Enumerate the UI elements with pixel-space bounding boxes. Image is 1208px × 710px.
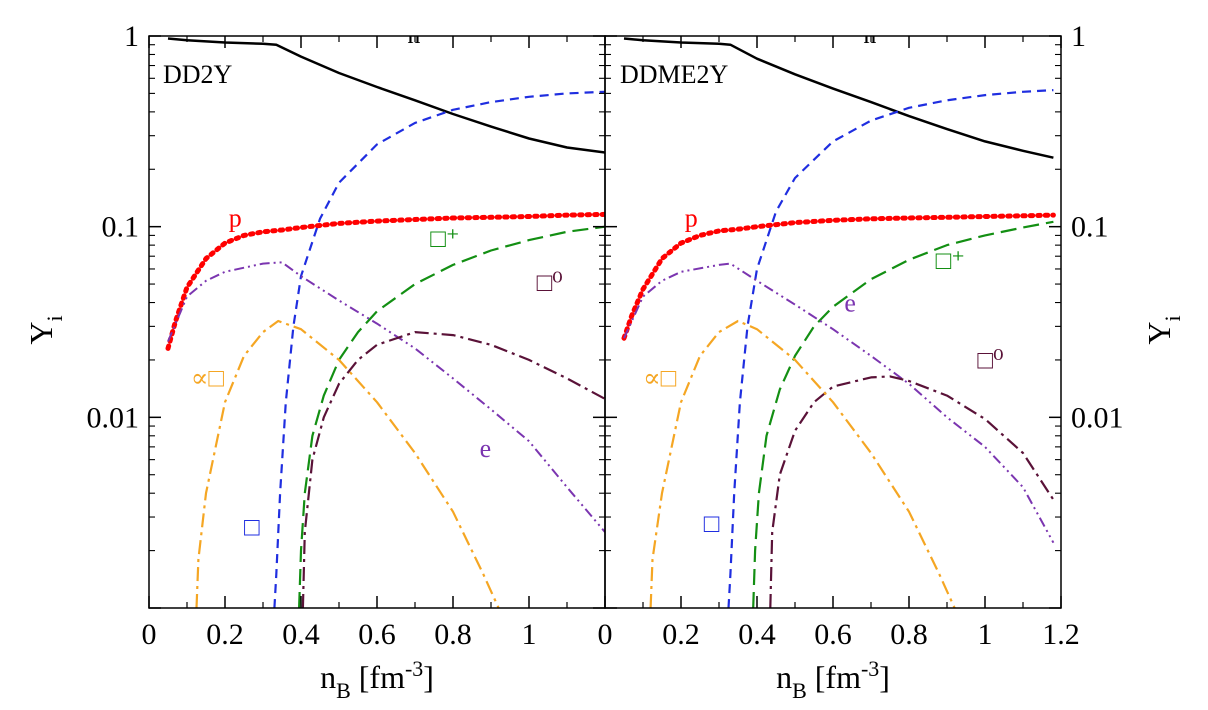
series-mu-label: ∝□ — [643, 364, 677, 393]
x-tick-label: 0.4 — [738, 618, 776, 651]
series-xi0-curve — [769, 375, 1055, 608]
series-lambda-curve — [273, 90, 605, 608]
x-tick-label: 0.8 — [890, 618, 928, 651]
x-tick-label: 0 — [142, 618, 157, 651]
y-label-sub: i — [42, 315, 67, 321]
series-sigma+-label: □⁺ — [430, 224, 459, 253]
series-sigma+-curve — [752, 220, 1054, 608]
panel-right-series: n □ p □⁺ e □⁰ ∝□ — [621, 20, 1056, 608]
x-label-close: ] — [423, 659, 434, 695]
panel-left: n □ p □⁺ e □⁰ ∝□ DD2Y — [163, 20, 605, 608]
x-label-sub-r: B — [792, 678, 807, 703]
series-xi0-curve — [301, 331, 605, 608]
series-lambda-label: □ — [244, 513, 260, 542]
series-n-label: n — [863, 20, 876, 49]
series-p-label: p — [229, 204, 242, 233]
x-tick-label: 0.4 — [282, 618, 320, 651]
y-axis-label-right: Yi — [1141, 315, 1185, 344]
y-tick-label-right: 0.1 — [1071, 211, 1109, 244]
y-tick-label-right: 1 — [1071, 20, 1086, 53]
panel-left-series: n □ p □⁺ e □⁰ ∝□ — [165, 20, 605, 608]
x-tick-label: 0.6 — [814, 618, 852, 651]
x-tick-label: 0.2 — [662, 618, 700, 651]
x-label-exp: -3 — [405, 656, 423, 681]
y-tick-label-left: 0.01 — [87, 401, 140, 434]
axes: 0 0.2 0.4 0.6 0.8 1 0 0.2 0.4 0.6 0.8 1 1.2 1 1 0.1 0.1 0… — [87, 20, 1124, 651]
x-label-main-r: n — [776, 659, 792, 695]
series-p-curve — [165, 211, 605, 351]
x-label-unit: [fm — [351, 659, 405, 695]
y-label-main: Y — [23, 322, 59, 345]
series-e-curve — [167, 261, 605, 533]
series-e-label: e — [480, 434, 492, 463]
series-xi0-label: □⁰ — [537, 268, 563, 297]
x-label-close-r: ] — [879, 659, 890, 695]
x-axis-label-right: nB [fm-3] — [776, 656, 890, 703]
x-tick-label: 1.2 — [1042, 618, 1080, 651]
x-axis-label-left: nB [fm-3] — [320, 656, 434, 703]
series-mu-label: ∝□ — [191, 364, 225, 393]
x-tick-label: 1 — [522, 618, 537, 651]
series-n-curve — [167, 37, 605, 154]
panel-left-model-label: DD2Y — [163, 60, 233, 89]
series-p-label: p — [685, 204, 698, 233]
x-label-exp-r: -3 — [861, 656, 879, 681]
series-n-label: n — [407, 20, 420, 49]
series-lambda-curve — [727, 89, 1054, 608]
series-xi0-label: □⁰ — [977, 346, 1003, 375]
y-axis-label-left: Yi — [23, 315, 67, 344]
series-n-curve — [623, 37, 1054, 159]
series-sigma+-curve — [298, 225, 605, 608]
series-lambda-label: □ — [704, 509, 720, 538]
series-mu-curve — [195, 319, 500, 608]
x-tick-label: 1 — [978, 618, 993, 651]
panel-right: n □ p □⁺ e □⁰ ∝□ DDME2Y — [620, 20, 1056, 608]
x-tick-label: 0.6 — [358, 618, 396, 651]
x-label-sub: B — [336, 678, 351, 703]
x-label-main: n — [320, 659, 336, 695]
y-tick-label-right: 0.01 — [1071, 401, 1124, 434]
series-e-label: e — [844, 288, 856, 317]
y-tick-label-left: 1 — [124, 20, 139, 53]
series-p-curve — [621, 212, 1056, 341]
x-tick-label: 0.8 — [434, 618, 472, 651]
y-label-main-right: Y — [1141, 322, 1177, 345]
y-tick-label-left: 0.1 — [102, 211, 140, 244]
series-mu-curve — [649, 319, 956, 608]
series-sigma+-label: □⁺ — [936, 246, 965, 275]
x-tick-label: 0 — [598, 618, 613, 651]
y-label-sub-right: i — [1160, 315, 1185, 321]
x-label-unit-r: [fm — [807, 659, 861, 695]
panel-right-model-label: DDME2Y — [620, 60, 729, 89]
x-tick-label: 0.2 — [206, 618, 244, 651]
